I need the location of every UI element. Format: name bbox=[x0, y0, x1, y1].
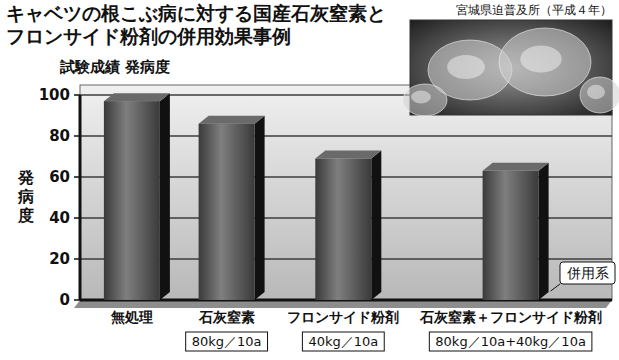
category-label: 無処理 bbox=[110, 309, 153, 325]
category-note: 80kg／10a bbox=[192, 334, 262, 349]
category-label: 石灰窒素＋フロンサイド粉剤 bbox=[419, 309, 602, 325]
cabbage bbox=[580, 77, 619, 113]
note-box bbox=[302, 332, 384, 351]
annotation-pointer bbox=[551, 284, 560, 291]
bar-top bbox=[315, 151, 381, 159]
bar bbox=[199, 124, 255, 300]
cabbage bbox=[499, 28, 591, 96]
title: キャベツの根こぶ病に対する国産石灰窒素とフロンサイド粉剤の併用効果事例 bbox=[6, 2, 401, 48]
bar-highlight bbox=[483, 171, 539, 300]
bar-highlight bbox=[199, 124, 255, 300]
cabbage-core bbox=[587, 85, 605, 99]
page: 0 20 40 60 80 100 無処理 石灰窒素 フロンサイド粉剤 石灰窒素＋フロンサイド粉剤… bbox=[0, 0, 619, 360]
photo bbox=[403, 20, 619, 116]
category-label: 石灰窒素 bbox=[198, 309, 255, 325]
chart: 0 20 40 60 80 100 無処理 石灰窒素 フロンサイド粉剤 石灰窒素＋フロンサイド粉剤… bbox=[0, 0, 619, 360]
bar bbox=[315, 159, 371, 300]
y-axis-title-char: 度 bbox=[17, 206, 34, 225]
cabbage bbox=[403, 84, 447, 116]
category-note: 40kg／10a bbox=[308, 334, 378, 349]
tick-label: 40 bbox=[49, 209, 70, 227]
bar bbox=[104, 101, 160, 300]
bars bbox=[104, 93, 549, 300]
bar-side bbox=[160, 93, 170, 300]
source: 宮城県迫普及所（平成４年） bbox=[456, 3, 612, 17]
bar-side bbox=[255, 116, 265, 300]
bar-side bbox=[371, 151, 381, 300]
bar-top bbox=[104, 93, 170, 101]
bar bbox=[483, 171, 539, 300]
category-label: フロンサイド粉剤 bbox=[287, 309, 399, 325]
tick-label: 100 bbox=[39, 86, 70, 104]
y-axis-title-char: 発 bbox=[17, 168, 34, 187]
tick-label: 80 bbox=[49, 127, 70, 145]
bar-highlight bbox=[104, 101, 160, 300]
y-axis-title: 発病度 bbox=[17, 168, 34, 225]
cabbage-core bbox=[520, 45, 561, 72]
bar-top bbox=[483, 163, 549, 171]
annotation: 併用系 bbox=[566, 265, 609, 281]
category-note: 80kg／10a+40kg／10a bbox=[435, 334, 586, 349]
cabbage-core bbox=[411, 91, 431, 104]
note-box bbox=[429, 332, 592, 351]
bar-top bbox=[199, 116, 265, 124]
note-box bbox=[186, 332, 268, 351]
subtitle: 試験成績 発病度 bbox=[59, 58, 170, 76]
plot-wall bbox=[80, 85, 612, 300]
plot-floor bbox=[74, 300, 612, 308]
bar-highlight bbox=[315, 159, 371, 300]
cabbage-core bbox=[447, 55, 485, 79]
tick-label: 0 bbox=[60, 291, 70, 309]
y-axis-line bbox=[79, 95, 82, 300]
tick-label: 20 bbox=[49, 250, 70, 268]
y-axis-title-char: 病 bbox=[17, 187, 34, 206]
bar-side bbox=[539, 163, 549, 300]
annotation-box bbox=[560, 262, 615, 284]
tick-label: 60 bbox=[49, 168, 70, 186]
